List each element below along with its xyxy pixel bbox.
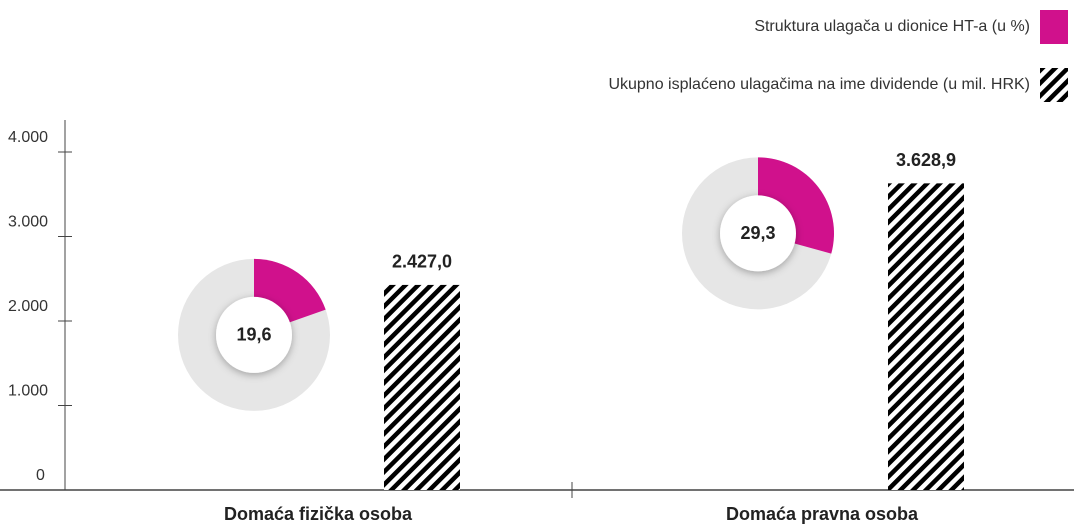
- donut-value-label: 19,6: [236, 325, 271, 345]
- legend-label: Ukupno isplaćeno ulagačima na ime divide…: [608, 76, 1030, 93]
- y-tick-label: 2.000: [8, 298, 48, 315]
- donut-center: [720, 195, 796, 272]
- x-tick-label: Domaća pravna osoba: [726, 504, 919, 524]
- legend-label: Struktura ulagača u dionice HT-a (u %): [754, 18, 1030, 35]
- bar-value-label: 3.628,9: [896, 150, 956, 170]
- y-tick-label: 0: [36, 467, 45, 484]
- bar: [384, 284, 460, 490]
- x-tick-label: Domaća fizička osoba: [224, 504, 413, 524]
- donut-value-label: 29,3: [740, 223, 775, 243]
- y-tick-label: 3.000: [8, 214, 48, 231]
- donut-center: [216, 296, 292, 373]
- legend-swatch: [1040, 68, 1068, 102]
- bar-value-label: 2.427,0: [392, 252, 452, 272]
- y-tick-label: 1.000: [8, 383, 48, 400]
- y-tick-label: 4.000: [8, 129, 48, 146]
- bar: [888, 183, 964, 490]
- legend-swatch: [1040, 10, 1068, 44]
